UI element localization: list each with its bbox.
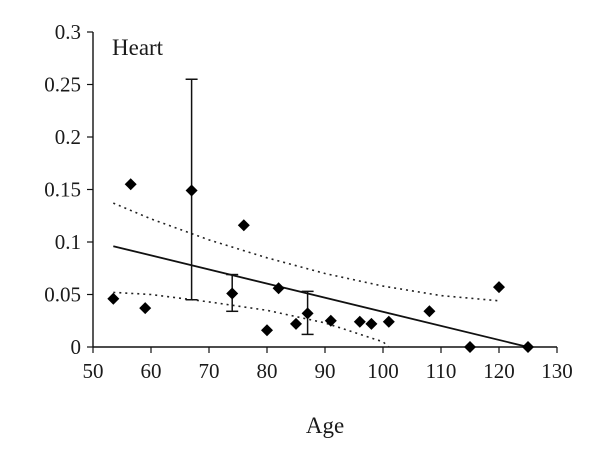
data-point bbox=[107, 292, 120, 305]
x-tick-label: 130 bbox=[541, 359, 573, 383]
data-point bbox=[353, 315, 366, 328]
x-tick-label: 100 bbox=[367, 359, 399, 383]
x-tick-label: 50 bbox=[83, 359, 104, 383]
data-point bbox=[237, 219, 250, 232]
data-point bbox=[324, 314, 337, 327]
data-points bbox=[107, 178, 534, 353]
data-point bbox=[226, 287, 239, 300]
upper-confidence-band bbox=[112, 202, 500, 302]
x-tick-label: 120 bbox=[483, 359, 515, 383]
x-tick-label: 80 bbox=[257, 359, 278, 383]
data-point bbox=[185, 184, 198, 197]
error-bars bbox=[185, 78, 314, 336]
x-tick-label: 90 bbox=[315, 359, 336, 383]
y-tick-label: 0.3 bbox=[55, 20, 81, 44]
axes: 0 0.05 0.1 0.15 0.2 0.25 0.3 50 60 70 80 90 100 110 12… bbox=[44, 20, 573, 383]
data-point bbox=[464, 341, 476, 353]
data-point bbox=[290, 317, 302, 330]
data-point bbox=[272, 282, 285, 295]
data-point bbox=[365, 317, 378, 330]
data-point bbox=[301, 307, 314, 320]
y-tick-label: 0.15 bbox=[44, 178, 81, 202]
lower-confidence-band bbox=[113, 291, 390, 348]
y-tick-label: 0.05 bbox=[44, 283, 81, 307]
fit-line-group bbox=[113, 245, 529, 348]
x-tick-label: 70 bbox=[199, 359, 220, 383]
x-tick-label: 60 bbox=[141, 359, 162, 383]
y-tick-label: 0.25 bbox=[44, 73, 81, 97]
y-tick-label: 0 bbox=[71, 335, 82, 359]
data-point bbox=[522, 341, 534, 353]
data-point bbox=[382, 315, 395, 328]
regression-line bbox=[113, 245, 529, 348]
x-axis-title: Age bbox=[306, 413, 344, 438]
data-point bbox=[139, 302, 152, 315]
data-point bbox=[423, 305, 436, 318]
data-point bbox=[493, 281, 505, 294]
y-tick-label: 0.2 bbox=[55, 125, 81, 149]
data-point bbox=[124, 178, 137, 191]
y-tick-label: 0.1 bbox=[55, 230, 81, 254]
x-tick-label: 110 bbox=[426, 359, 457, 383]
confidence-bands bbox=[112, 202, 500, 348]
panel-title: Heart bbox=[112, 35, 164, 60]
data-point bbox=[261, 324, 273, 337]
